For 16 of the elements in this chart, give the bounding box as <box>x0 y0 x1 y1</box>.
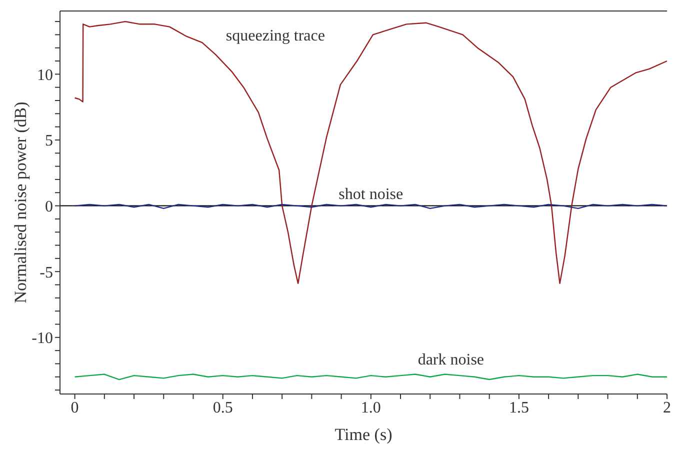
x-tick-label: 1.0 <box>360 399 381 416</box>
x-tick-label: 1.5 <box>508 399 529 416</box>
y-tick-label: 0 <box>45 198 53 216</box>
y-tick-label: 5 <box>45 132 53 150</box>
x-axis-title: Time (s) <box>334 425 392 444</box>
y-tick-label: 10 <box>37 66 53 84</box>
series-label: dark noise <box>418 351 484 368</box>
series-label: squeezing trace <box>226 27 325 44</box>
series-label: shot noise <box>338 186 404 204</box>
y-axis-title: Normalised noise power (dB) <box>11 102 30 304</box>
x-tick-label: 0.5 <box>212 399 233 416</box>
line-series <box>74 20 667 284</box>
y-tick-label: -10 <box>32 330 53 348</box>
y-tick-label: -5 <box>40 264 53 282</box>
x-tick-label: 0 <box>70 399 79 416</box>
x-tick-label: 2 <box>663 399 671 416</box>
